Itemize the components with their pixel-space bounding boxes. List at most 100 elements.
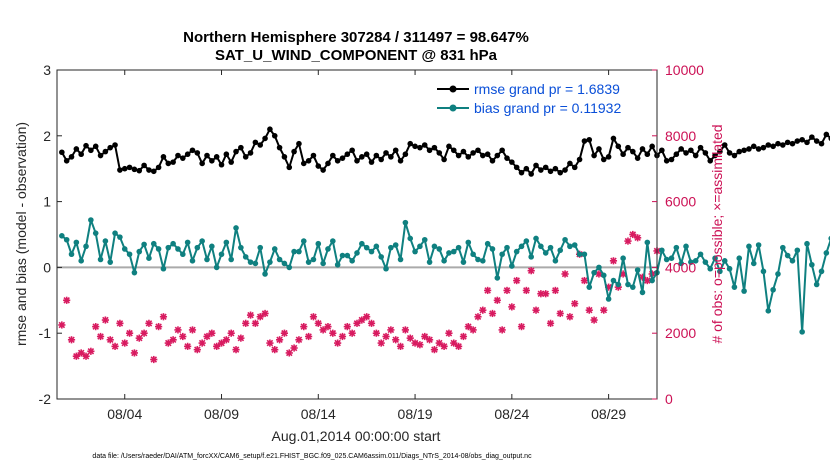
obs-point-d2 [150, 356, 158, 363]
bias-point [542, 250, 549, 256]
bias-point [678, 260, 684, 267]
bias-point [509, 263, 515, 269]
bias-point [441, 258, 447, 264]
obs-point [203, 332, 211, 341]
obs-point-d2 [494, 297, 501, 304]
bias-point [804, 240, 810, 247]
obs-point-d2 [203, 333, 211, 340]
rmse-point [567, 160, 573, 167]
obs-point-d2 [363, 313, 370, 321]
bias-point [242, 254, 249, 260]
rmse-point [528, 171, 534, 177]
obs-point-d2 [174, 326, 182, 334]
rmse-point [576, 156, 583, 163]
bias-point [547, 244, 554, 251]
obs-point [493, 296, 501, 304]
bias-series [59, 217, 830, 335]
rmse-point [455, 152, 462, 159]
bias-point [780, 244, 786, 251]
rmse-point [276, 144, 283, 151]
obs-point-d2 [469, 326, 477, 334]
rmse-point [397, 158, 404, 164]
bias-point [794, 247, 801, 254]
rmse-point [605, 154, 612, 160]
obs-point [232, 346, 240, 354]
rmse-point [663, 158, 670, 164]
obs-point [184, 342, 192, 350]
rmse-point [68, 154, 75, 160]
rmse-point [296, 140, 302, 147]
bias-point [702, 259, 709, 265]
obs-point-d2 [532, 306, 540, 314]
bias-point [460, 259, 467, 265]
bias-point [315, 240, 322, 247]
bias-point [233, 225, 239, 231]
obs-point [580, 276, 589, 285]
rmse-point [717, 148, 723, 155]
bias-point [721, 258, 728, 264]
rmse-point [460, 148, 467, 155]
obs-point [421, 332, 429, 341]
rmse-point [73, 146, 80, 152]
obs-point [546, 319, 555, 327]
bias-point [634, 267, 641, 273]
obs-point-d2 [368, 320, 375, 327]
rmse-series [59, 126, 830, 177]
obs-point-d2 [353, 320, 361, 327]
obs-point [537, 290, 545, 298]
rmse-point [630, 148, 636, 155]
rmse-point [354, 158, 360, 164]
rmse-point [330, 152, 336, 159]
rmse-point [175, 152, 181, 159]
obs-point [271, 346, 279, 354]
obs-point [372, 329, 380, 337]
rmse-point [150, 168, 157, 175]
obs-point-d2 [450, 339, 458, 347]
bias-point [359, 240, 365, 247]
obs-point [561, 270, 569, 278]
bias-point [204, 256, 210, 263]
obs-point-d2 [126, 329, 133, 337]
obs-point-d2 [63, 297, 70, 304]
rmse-point [368, 159, 375, 165]
rmse-point [480, 152, 486, 159]
obs-point-d2 [571, 300, 579, 307]
x-tick-label: 08/19 [398, 406, 433, 422]
obs-point [280, 329, 289, 337]
bias-point [155, 246, 162, 252]
obs-point [435, 339, 443, 347]
rmse-point [784, 139, 791, 146]
bias-point [349, 258, 355, 264]
obs-point-d2 [503, 287, 511, 294]
bias-point [436, 246, 443, 252]
bias-point [310, 256, 317, 263]
rmse-point [673, 151, 680, 158]
obs-point [338, 332, 347, 341]
rmse-point [189, 147, 196, 154]
obs-point-d2 [315, 320, 322, 327]
obs-point [319, 326, 327, 334]
obs-point-d2 [600, 306, 608, 314]
bias-point [276, 256, 283, 263]
obs-point [275, 336, 284, 344]
bias-point [291, 248, 297, 255]
rmse-point [470, 150, 476, 156]
obs-point [406, 334, 414, 342]
obs-point [488, 309, 497, 318]
legend-bias-marker [449, 104, 457, 112]
rmse-point [267, 126, 273, 133]
rmse-point [533, 162, 539, 169]
rmse-point [262, 135, 268, 142]
obs-point [58, 321, 66, 329]
obs-point [484, 286, 492, 295]
bias-point [407, 235, 414, 242]
obs-point [111, 342, 119, 350]
rmse-point [131, 166, 138, 173]
obs-point [208, 329, 216, 337]
rmse-point [552, 165, 559, 172]
obs-point [261, 309, 269, 318]
rmse-point [233, 148, 239, 155]
obs-point [629, 230, 637, 239]
rmse-point [112, 142, 118, 148]
obs-point [469, 326, 477, 334]
